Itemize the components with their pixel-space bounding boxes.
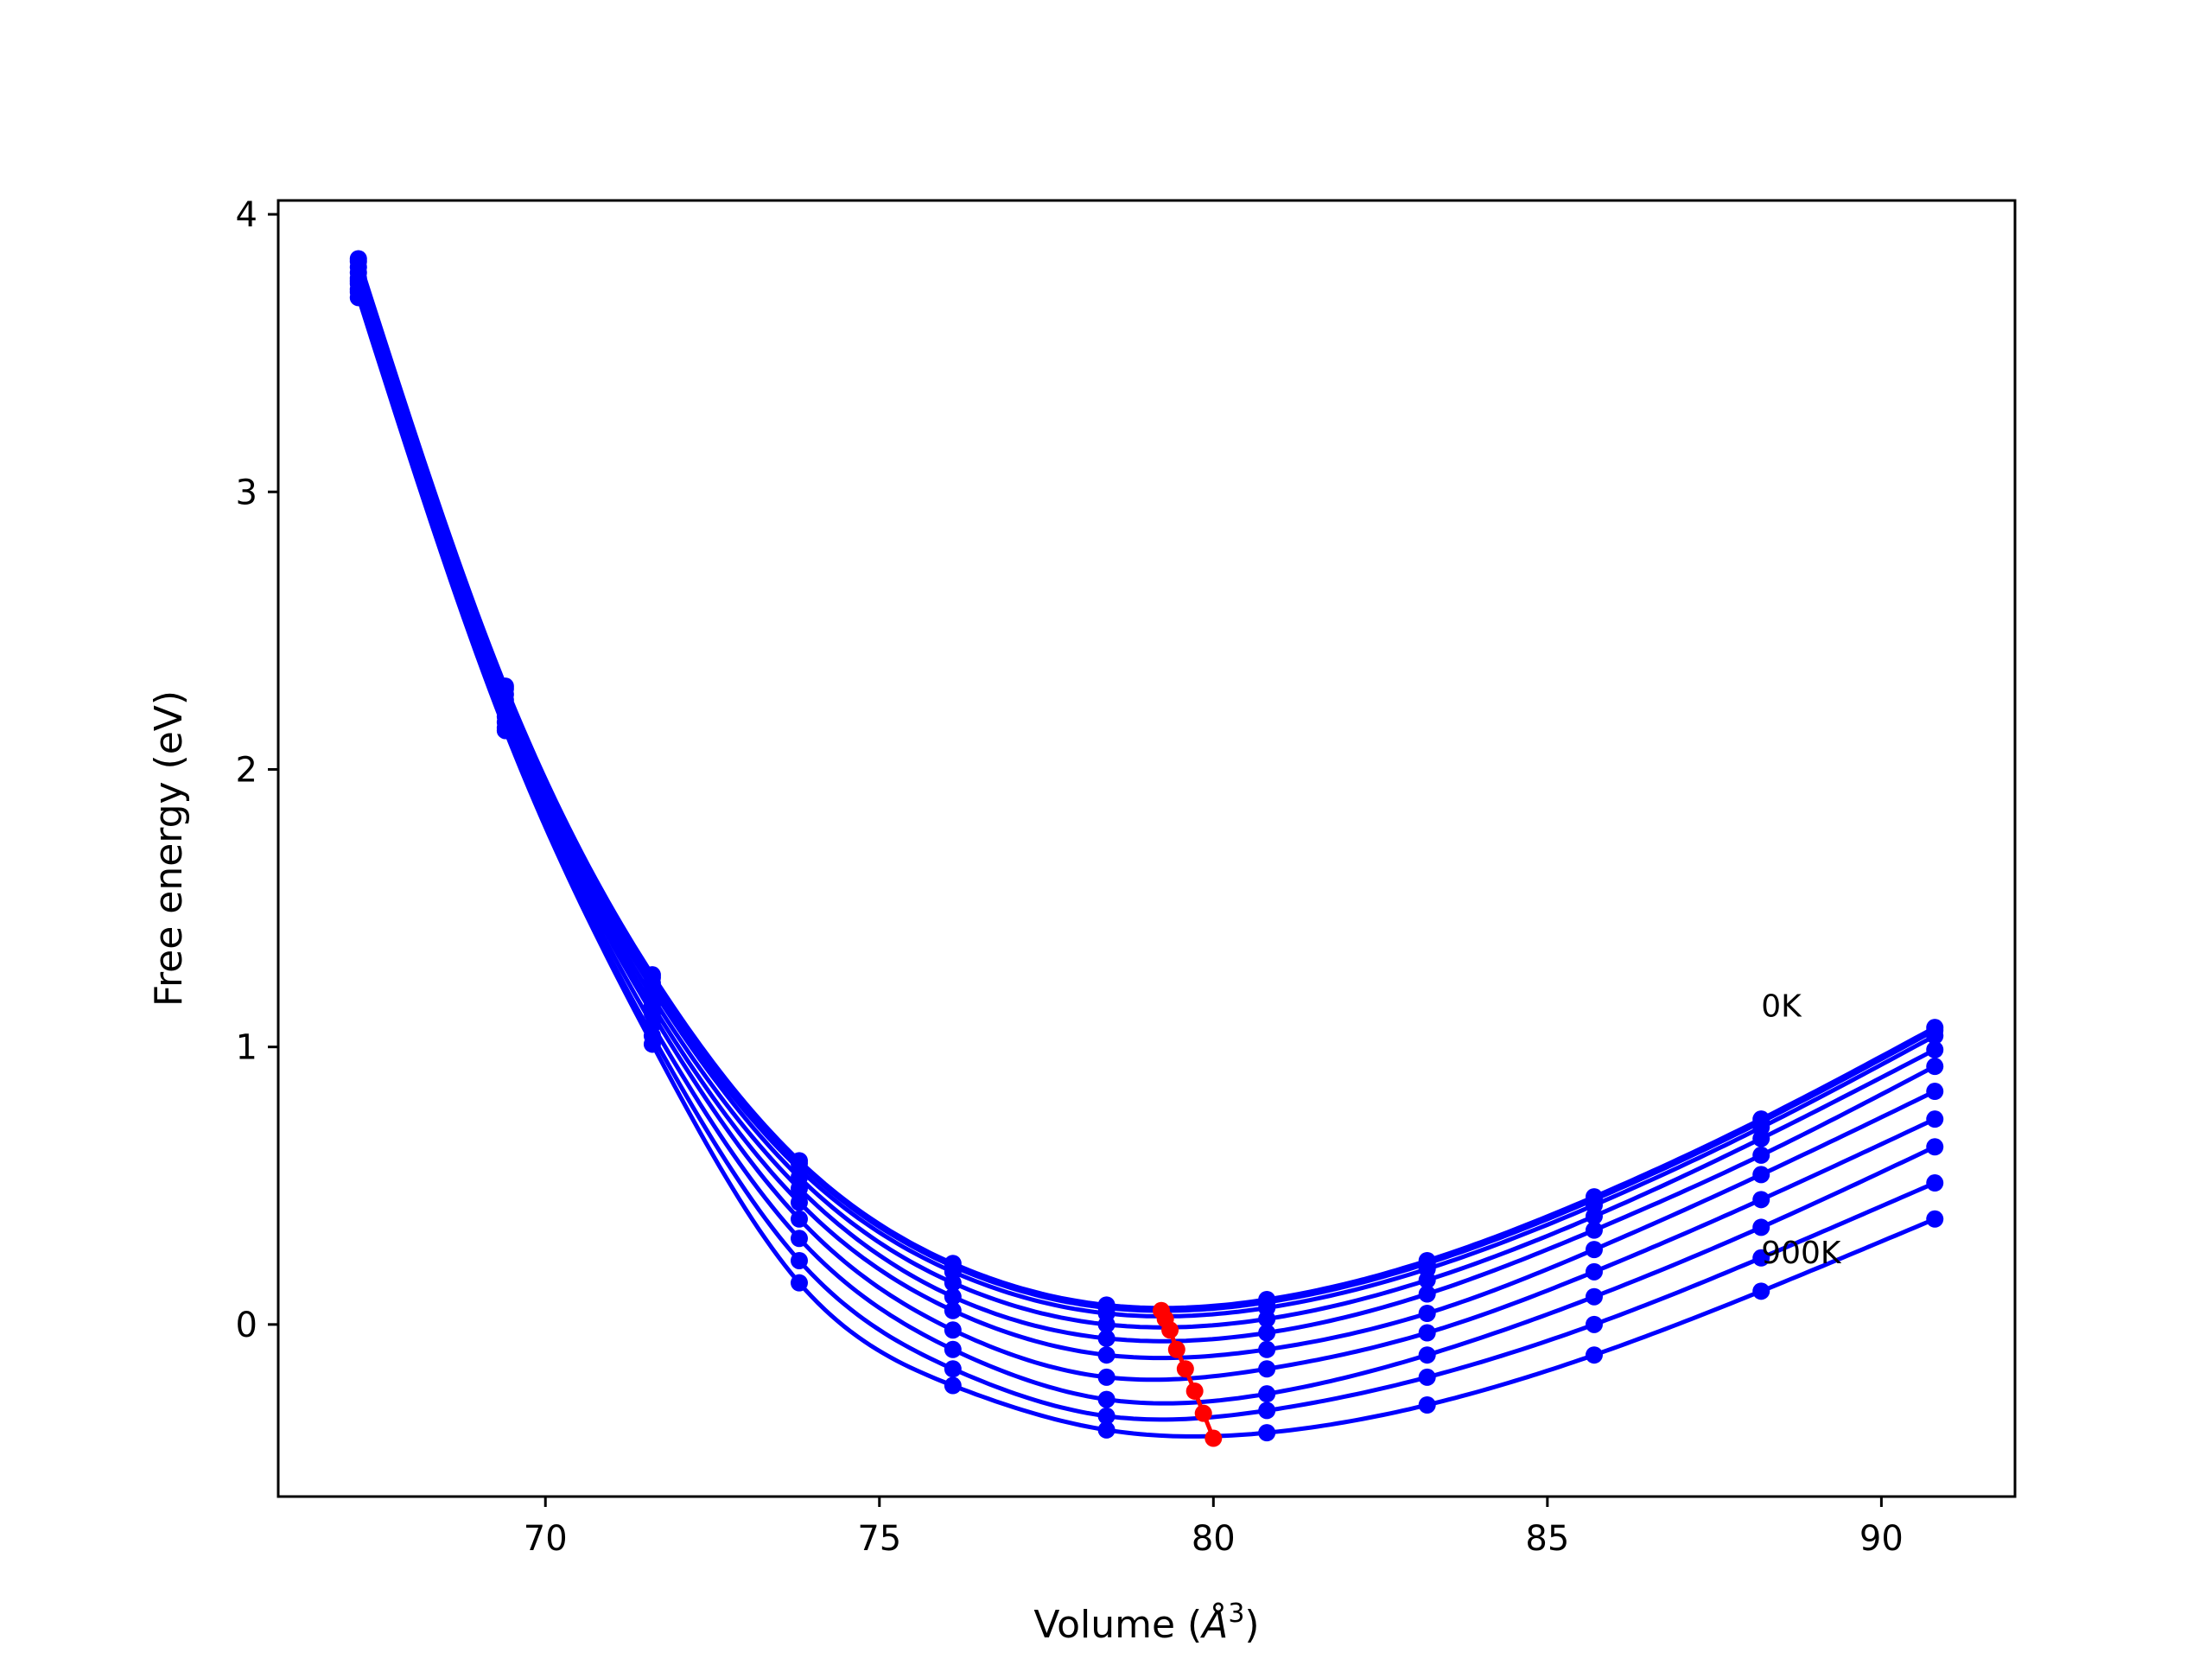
curve-point-4-4: [944, 1287, 962, 1306]
curve-line-2: [356, 266, 1936, 1319]
curve-point-6-8: [1585, 1262, 1603, 1281]
curve-point-8-5: [1097, 1407, 1116, 1425]
curve-point-5-7: [1418, 1305, 1436, 1323]
minimum-point-6: [1194, 1404, 1212, 1422]
curve-point-3-9: [1752, 1129, 1770, 1147]
x-tick-label: 75: [857, 1519, 901, 1559]
x-tick-label: 85: [1525, 1519, 1569, 1559]
curve-point-2-10: [1926, 1027, 1944, 1045]
curve-line-3: [356, 271, 1936, 1330]
curve-point-3-10: [1926, 1040, 1944, 1058]
curve-point-5-10: [1926, 1083, 1944, 1101]
curve-line-6: [356, 283, 1936, 1382]
curve-point-8-9: [1752, 1249, 1770, 1267]
curve-line-5: [356, 280, 1936, 1361]
curve-point-6-6: [1258, 1360, 1276, 1378]
curve-point-5-4: [944, 1301, 962, 1319]
y-tick-label: 0: [236, 1306, 257, 1345]
curve-point-9-4: [944, 1376, 962, 1395]
curve-point-6-10: [1926, 1110, 1944, 1128]
curve-point-9-2: [643, 1035, 661, 1053]
annotation-0: 0K: [1761, 988, 1802, 1024]
curve-point-7-3: [791, 1230, 808, 1248]
curve-line-7: [356, 289, 1936, 1406]
curve-point-8-3: [791, 1251, 808, 1269]
curve-point-6-9: [1752, 1191, 1770, 1209]
x-tick-label: 80: [1192, 1519, 1236, 1559]
curve-point-7-7: [1418, 1346, 1436, 1364]
curve-point-9-9: [1752, 1282, 1770, 1300]
curve-point-5-6: [1258, 1340, 1276, 1358]
curve-point-8-7: [1418, 1368, 1436, 1386]
curve-point-7-8: [1585, 1287, 1603, 1306]
curve-point-7-4: [944, 1340, 962, 1358]
curve-point-9-0: [349, 289, 367, 307]
y-tick-label: 4: [236, 195, 257, 235]
curve-point-4-5: [1097, 1329, 1116, 1347]
curve-point-4-8: [1585, 1221, 1603, 1239]
curve-point-3-4: [944, 1274, 962, 1292]
curve-point-9-8: [1585, 1346, 1603, 1364]
x-tick-label: 70: [524, 1519, 568, 1559]
curve-point-6-5: [1097, 1368, 1116, 1386]
y-tick-label: 3: [236, 473, 257, 512]
y-axis-label: Free energy (eV): [147, 690, 191, 1007]
curve-point-8-8: [1585, 1315, 1603, 1333]
annotations-group: 0K 900K: [1761, 988, 1842, 1271]
annotation-1: 900K: [1761, 1236, 1842, 1271]
curve-point-9-3: [791, 1274, 808, 1292]
curve-point-9-6: [1258, 1424, 1276, 1442]
curve-point-3-5: [1097, 1315, 1116, 1333]
minimum-point-3: [1167, 1340, 1185, 1358]
minimum-point-4: [1176, 1360, 1194, 1378]
minimum-point-7: [1205, 1429, 1223, 1447]
curve-point-7-10: [1926, 1138, 1944, 1156]
curve-point-9-10: [1926, 1210, 1944, 1228]
minima-group: [1153, 1301, 1223, 1447]
curve-point-4-7: [1418, 1285, 1436, 1303]
x-axis-ticks: 70 75 80 85 90: [524, 1497, 1904, 1559]
curve-point-7-6: [1258, 1385, 1276, 1403]
curve-point-6-3: [791, 1210, 808, 1228]
curve-point-5-5: [1097, 1346, 1116, 1364]
curve-point-3-8: [1585, 1207, 1603, 1225]
curve-line-1: [356, 260, 1936, 1313]
y-axis-ticks: 0 1 2 3 4: [236, 195, 278, 1345]
curve-line-9: [356, 296, 1936, 1439]
curve-point-4-10: [1926, 1058, 1944, 1076]
y-tick-label: 1: [236, 1028, 257, 1068]
curve-point-6-4: [944, 1321, 962, 1339]
curve-point-7-5: [1097, 1390, 1116, 1408]
curve-line-4: [356, 277, 1936, 1344]
curve-point-9-1: [496, 721, 514, 740]
curve-point-3-7: [1418, 1271, 1436, 1289]
x-tick-label: 90: [1859, 1519, 1904, 1559]
curve-point-9-5: [1097, 1421, 1116, 1439]
curve-point-5-3: [791, 1193, 808, 1211]
curve-point-3-6: [1258, 1310, 1276, 1328]
curves-group: [356, 257, 1936, 1439]
curve-point-4-3: [791, 1179, 808, 1198]
plot-frame: [276, 199, 2017, 1498]
curve-point-8-6: [1258, 1402, 1276, 1420]
curve-point-4-6: [1258, 1324, 1276, 1342]
curve-point-9-7: [1418, 1396, 1436, 1414]
markers-group: [349, 250, 1944, 1442]
y-tick-label: 2: [236, 750, 257, 790]
curve-point-4-9: [1752, 1146, 1770, 1164]
curve-line-8: [356, 291, 1936, 1422]
curve-point-5-9: [1752, 1166, 1770, 1184]
curve-point-5-8: [1585, 1241, 1603, 1259]
x-axis-label: Volume (Å3): [1033, 1599, 1259, 1647]
minimum-point-2: [1161, 1321, 1179, 1339]
minimum-point-5: [1185, 1382, 1204, 1400]
curve-point-8-10: [1926, 1174, 1944, 1192]
curve-point-6-7: [1418, 1324, 1436, 1342]
curve-point-8-4: [944, 1360, 962, 1378]
curve-point-7-9: [1752, 1218, 1770, 1236]
